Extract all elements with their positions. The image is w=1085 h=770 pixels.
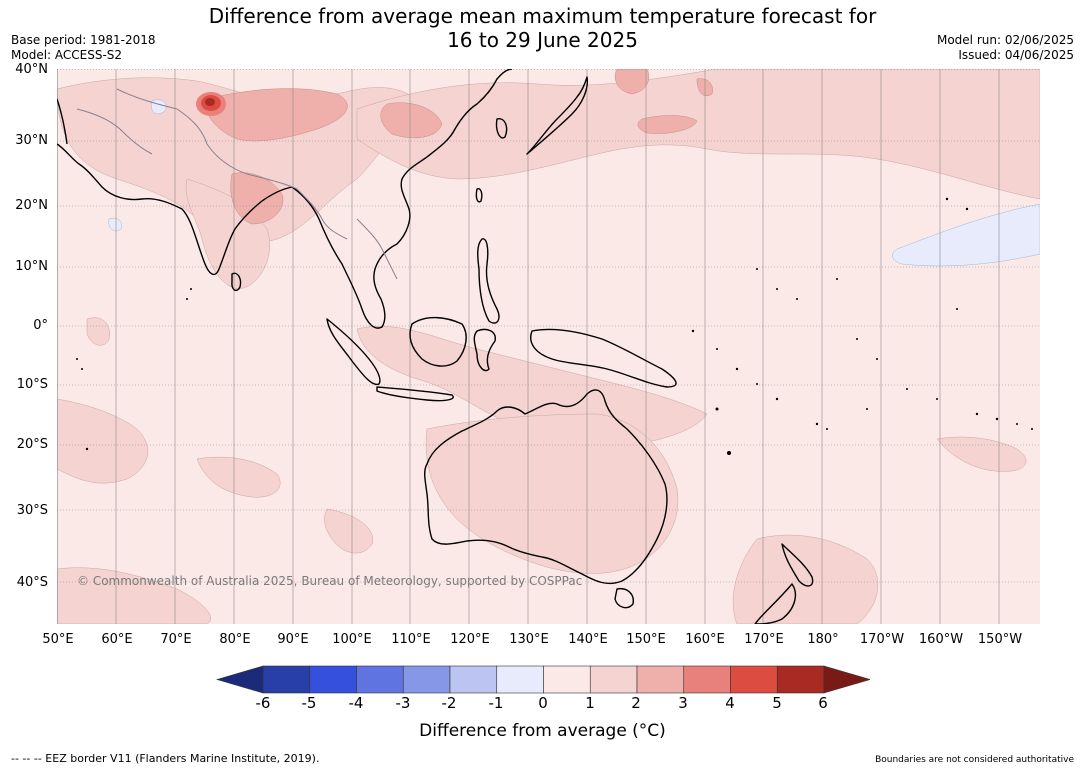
- coast-new-guinea: [530, 328, 677, 388]
- lon-label-90e: 90°E: [277, 632, 309, 647]
- coast-nz-south: [754, 583, 797, 624]
- coast-japan: [526, 76, 589, 155]
- lon-label-150e: 150°E: [626, 632, 666, 647]
- coast-indochina: [291, 156, 428, 329]
- boundary-disclaimer: Boundaries are not considered authoritat…: [875, 755, 1074, 765]
- colorbar-segment: [449, 665, 498, 694]
- colorbar-segment: [636, 665, 685, 694]
- colorbar-segment: [730, 665, 778, 694]
- colorbar-segment: [402, 665, 451, 694]
- lat-label-20n: 20°N: [15, 198, 48, 213]
- graticule: [57, 69, 1040, 624]
- colorbar-segment: [262, 665, 311, 694]
- colorbar-extend-low: [215, 665, 264, 694]
- colorbar-segment: [543, 665, 591, 694]
- colorbar-tick: -6: [255, 694, 271, 712]
- colorbar-tick: 2: [631, 694, 641, 712]
- meta-right: Model run: 02/06/2025 Issued: 04/06/2025: [937, 33, 1074, 63]
- coast-sumatra: [326, 318, 381, 386]
- colorbar-segment: [776, 665, 825, 694]
- colorbar-segment: [683, 665, 731, 694]
- colorbar-tick: -4: [348, 694, 364, 712]
- lon-label-150w: 150°W: [977, 632, 1023, 647]
- eez-note: -- -- -- EEZ border V11 (Flanders Marine…: [11, 752, 320, 765]
- lon-label-50e: 50°E: [42, 632, 74, 647]
- coast-sri-lanka: [231, 272, 242, 292]
- lon-label-70e: 70°E: [160, 632, 192, 647]
- colorbar-segment: [589, 665, 638, 694]
- colorbar-tick: 4: [725, 694, 735, 712]
- base-period: Base period: 1981-2018: [11, 33, 156, 47]
- colorbar-tick: 5: [772, 694, 782, 712]
- colorbar-segment: [309, 665, 357, 694]
- colorbar-segment: [496, 665, 544, 694]
- colorbar-extend-high: [823, 665, 872, 694]
- lat-label-30s: 30°S: [16, 503, 48, 518]
- coast-korea: [495, 118, 508, 139]
- coast-philippines: [477, 238, 500, 324]
- coast-borneo: [409, 316, 467, 367]
- lat-label-0: 0°: [33, 318, 48, 333]
- lon-label-80e: 80°E: [219, 632, 251, 647]
- lon-label-160w: 160°W: [918, 632, 964, 647]
- lon-label-170e: 170°E: [744, 632, 784, 647]
- lon-label-130e: 130°E: [509, 632, 549, 647]
- coast-asia-west: [57, 143, 293, 276]
- issued-date: Issued: 04/06/2025: [958, 48, 1074, 62]
- anomaly-hotspot: [196, 92, 226, 116]
- coast-australia: [424, 389, 668, 585]
- coast-nz-north: [781, 543, 814, 587]
- colorbar-tick: -3: [395, 694, 411, 712]
- colorbar-tick: 6: [818, 694, 828, 712]
- lat-label-30n: 30°N: [15, 133, 48, 148]
- lon-label-180: 180°: [807, 632, 839, 647]
- colorbar-tick: -2: [441, 694, 457, 712]
- coastlines: [57, 69, 814, 624]
- title-line-2: 16 to 29 June 2025: [447, 28, 638, 52]
- map-canvas: [57, 69, 1040, 624]
- lon-label-170w: 170°W: [859, 632, 905, 647]
- lat-label-40n: 40°N: [15, 62, 48, 77]
- colorbar-svg: [215, 665, 872, 694]
- lon-label-120e: 120°E: [450, 632, 490, 647]
- islands: [76, 197, 1033, 455]
- meta-left: Base period: 1981-2018 Model: ACCESS-S2: [11, 33, 156, 63]
- colorbar: [215, 665, 872, 699]
- coast-taiwan: [475, 187, 483, 203]
- map-panel: [57, 69, 1040, 624]
- lon-label-140e: 140°E: [568, 632, 608, 647]
- coast-arabia: [57, 98, 68, 145]
- coast-sulawesi: [473, 328, 496, 372]
- coast-tasmania: [614, 587, 634, 609]
- copyright-notice: © Commonwealth of Australia 2025, Bureau…: [77, 574, 583, 588]
- colorbar-segment: [356, 665, 404, 694]
- country-borders: [76, 88, 398, 280]
- colorbar-tick: 1: [585, 694, 595, 712]
- lat-label-40s: 40°S: [16, 575, 48, 590]
- colorbar-tick: -1: [488, 694, 504, 712]
- colorbar-tick: 3: [678, 694, 688, 712]
- map-title: Difference from average mean maximum tem…: [0, 4, 1085, 52]
- model-run: Model run: 02/06/2025: [936, 33, 1074, 47]
- coast-java: [376, 386, 454, 402]
- lon-label-110e: 110°E: [391, 632, 431, 647]
- lat-label-10s: 10°S: [16, 377, 48, 392]
- model-name: Model: ACCESS-S2: [11, 48, 123, 62]
- colorbar-tick: -5: [301, 694, 317, 712]
- colorbar-tick: 0: [538, 694, 548, 712]
- lon-label-60e: 60°E: [101, 632, 133, 647]
- title-line-1: Difference from average mean maximum tem…: [208, 4, 877, 28]
- lon-label-100e: 100°E: [332, 632, 372, 647]
- lon-label-160e: 160°E: [685, 632, 725, 647]
- lat-label-20s: 20°S: [16, 437, 48, 452]
- coast-china-east: [426, 69, 513, 158]
- colorbar-label: Difference from average (°C): [419, 721, 666, 741]
- lat-label-10n: 10°N: [15, 259, 48, 274]
